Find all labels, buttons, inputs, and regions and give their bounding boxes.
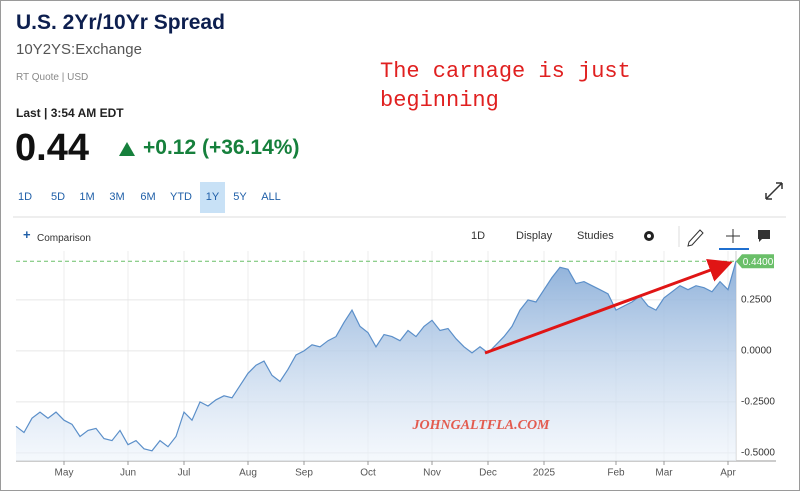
x-tick-label: Oct [360,468,376,479]
settings-icon[interactable] [644,231,654,241]
x-tick-label: Nov [423,468,441,479]
range-button[interactable]: 1M [79,191,95,203]
range-button[interactable]: 3M [109,191,125,203]
display-menu[interactable]: Display [516,230,553,242]
y-tick-label: -0.2500 [741,397,775,408]
x-tick-label: Apr [720,468,736,479]
expand-icon[interactable] [765,182,783,200]
x-tick-label: 2025 [533,468,556,479]
price-line [15,261,737,452]
last-price-label: 0.4400 [743,257,774,268]
quote-title: U.S. 2Yr/10Yr Spread [16,11,225,34]
price: 0.44 [15,127,89,169]
x-tick-label: Dec [479,468,497,479]
range-button[interactable]: 1D [17,191,33,203]
x-tick-label: Mar [655,468,673,479]
draw-icon[interactable] [687,229,704,247]
quote-type: RT Quote | USD [16,72,89,83]
x-tick-label: Feb [607,468,625,479]
x-tick-label: Jul [178,468,191,479]
interval-menu[interactable]: 1D [471,230,486,242]
y-tick-label: -0.5000 [741,447,775,458]
comparison-button[interactable]: Comparison [37,233,91,244]
range-button[interactable]: ALL [261,191,281,203]
watermark: JOHNGALTFLA.COM [411,418,550,433]
price-change: +0.12 (+36.14%) [143,136,300,159]
range-button[interactable]: 5D [50,191,66,203]
symbol: 10Y2YS:Exchange [16,41,142,58]
comparison-plus[interactable]: + [23,227,31,242]
comment-icon[interactable] [758,230,770,242]
crosshair-icon[interactable] [726,229,740,243]
area-fill [16,261,736,461]
up-triangle [119,142,135,156]
range-button[interactable]: 1Y [200,182,225,213]
range-button[interactable]: 5Y [233,191,247,203]
y-tick-label: 0.0000 [741,346,772,357]
annotation: The carnage is just beginning [380,59,631,113]
x-tick-label: Aug [239,468,257,479]
last-time: Last | 3:54 AM EDT [16,106,124,120]
annotation-arrow [484,258,733,355]
x-tick-label: Sep [295,468,313,479]
range-button[interactable]: YTD [170,191,192,203]
x-tick-label: May [55,468,74,479]
last-price-tag [736,254,774,269]
y-tick-label: 0.2500 [741,295,772,306]
range-button[interactable]: 6M [140,191,156,203]
x-tick-label: Jun [120,468,136,479]
studies-menu[interactable]: Studies [577,230,614,242]
